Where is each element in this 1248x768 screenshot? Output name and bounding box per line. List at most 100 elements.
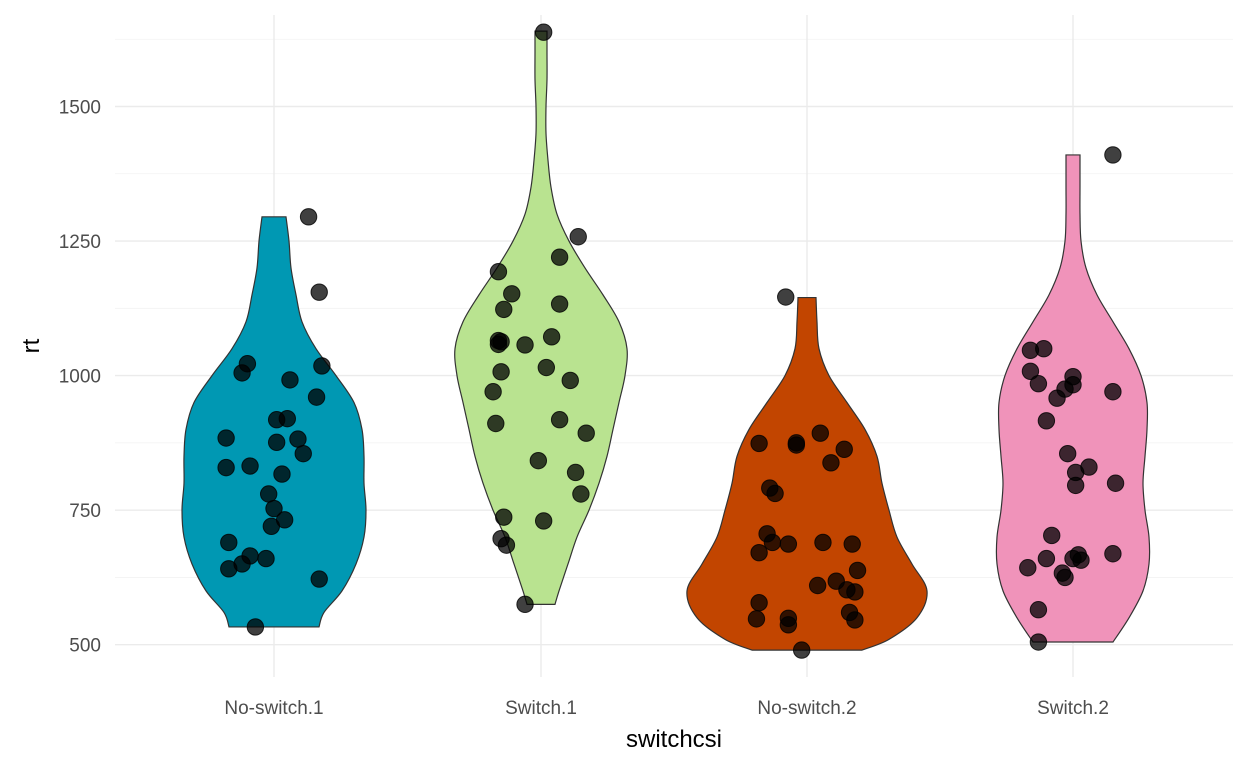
data-point	[569, 228, 587, 246]
data-point	[217, 429, 235, 447]
y-tick-label: 1500	[59, 97, 101, 118]
data-point	[822, 454, 840, 472]
data-point	[577, 424, 595, 442]
data-point	[761, 479, 779, 497]
data-point	[516, 595, 534, 614]
data-point	[289, 430, 307, 448]
data-point	[489, 263, 508, 281]
data-point	[1021, 362, 1040, 380]
data-point	[777, 288, 795, 306]
data-point	[750, 434, 768, 453]
data-point	[1072, 551, 1090, 569]
data-point	[835, 440, 853, 459]
data-point	[1104, 146, 1122, 164]
data-point	[1029, 601, 1048, 619]
x-tick-label: Switch.2	[1037, 698, 1109, 719]
data-point	[484, 383, 502, 401]
data-point	[534, 23, 553, 41]
data-point	[550, 295, 569, 313]
data-point	[792, 641, 811, 659]
data-point	[299, 208, 318, 226]
y-tick-labels: 500 750 1000 1250 1500	[59, 97, 101, 656]
data-point	[487, 414, 505, 433]
data-point	[843, 535, 861, 553]
data-point	[238, 355, 257, 373]
data-point	[495, 300, 513, 319]
data-point	[307, 388, 326, 406]
data-point	[779, 535, 798, 553]
data-point	[534, 512, 553, 530]
data-point	[1064, 367, 1082, 386]
data-point	[246, 618, 265, 636]
data-point	[1029, 633, 1048, 651]
x-tick-label: No-switch.2	[757, 698, 856, 719]
data-point	[275, 511, 294, 529]
data-point	[259, 485, 278, 503]
data-point	[281, 371, 299, 389]
data-point	[492, 363, 510, 381]
data-point	[1037, 549, 1056, 568]
data-point	[840, 603, 859, 622]
data-point	[313, 357, 331, 375]
x-tick-label: Switch.1	[505, 698, 577, 719]
data-point	[492, 529, 510, 548]
x-tick-label: No-switch.1	[224, 698, 323, 719]
data-point	[758, 525, 776, 543]
data-point	[1104, 383, 1122, 401]
data-point	[1080, 458, 1098, 476]
y-tick-label: 500	[69, 636, 101, 657]
y-tick-label: 1250	[59, 232, 101, 253]
data-point	[529, 451, 548, 470]
data-point	[811, 424, 829, 442]
data-point	[241, 547, 259, 565]
data-point	[1037, 412, 1056, 430]
data-point	[1104, 545, 1122, 563]
data-point	[566, 463, 585, 482]
data-point	[495, 508, 513, 526]
data-point	[257, 549, 275, 568]
y-axis-title: rt	[18, 338, 45, 353]
data-point	[1019, 559, 1037, 577]
data-point	[310, 283, 328, 301]
data-point	[294, 444, 312, 463]
data-point	[561, 371, 579, 390]
data-point	[492, 332, 510, 351]
data-point	[273, 465, 291, 483]
data-point	[550, 248, 569, 266]
violin-switch-2	[995, 154, 1151, 643]
y-tick-label: 1000	[59, 367, 101, 388]
violin-switch-1	[454, 30, 628, 605]
violins	[181, 30, 1151, 651]
data-point	[265, 499, 283, 518]
data-point	[267, 433, 286, 452]
data-point	[1106, 474, 1125, 492]
data-point	[241, 457, 259, 475]
data-point	[1056, 568, 1074, 587]
data-point	[542, 328, 561, 346]
data-point	[1043, 526, 1061, 545]
data-point	[537, 358, 556, 377]
data-point	[814, 533, 832, 552]
violin-no-switch-2	[686, 296, 928, 651]
data-point	[572, 485, 590, 503]
data-point	[310, 570, 328, 588]
data-point	[848, 561, 867, 580]
data-point	[808, 576, 827, 595]
data-point	[1035, 339, 1053, 358]
data-point	[278, 409, 296, 428]
data-point	[747, 610, 766, 628]
data-point	[779, 616, 798, 634]
data-point	[787, 434, 806, 452]
data-point	[1058, 444, 1077, 463]
data-point	[750, 543, 768, 562]
data-point	[550, 411, 569, 429]
data-point	[503, 285, 521, 303]
data-point	[217, 458, 235, 477]
data-point	[516, 336, 534, 354]
x-axis-title: switchcsi	[626, 726, 722, 753]
data-point	[220, 533, 238, 552]
data-points	[217, 23, 1125, 659]
data-point	[1029, 374, 1048, 393]
data-point	[750, 594, 768, 612]
